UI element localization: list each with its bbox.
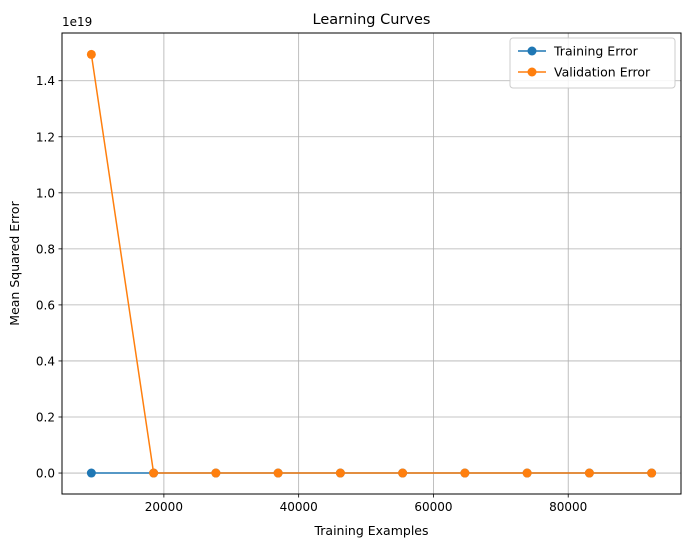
validation-error-point (460, 469, 469, 478)
y-tick-label: 0.0 (36, 467, 55, 481)
chart-title: Learning Curves (313, 12, 431, 28)
validation-error-point (149, 469, 158, 478)
y-tick-label: 0.4 (36, 354, 55, 368)
y-tick-label: 0.2 (36, 410, 55, 424)
validation-error-point (398, 469, 407, 478)
x-tick-label: 40000 (280, 500, 318, 514)
y-tick-label: 1.2 (36, 130, 55, 144)
y-tick-label: 1.0 (36, 186, 55, 200)
y-tick-label: 0.8 (36, 242, 55, 256)
y-tick-label: 1.4 (36, 74, 55, 88)
legend-validation-error-marker (528, 68, 537, 77)
validation-error-point (585, 469, 594, 478)
legend-training-error-marker (528, 47, 537, 56)
x-tick-label: 20000 (145, 500, 183, 514)
x-axis-label: Training Examples (313, 523, 428, 538)
x-tick-label: 80000 (549, 500, 587, 514)
y-axis-label: Mean Squared Error (7, 200, 22, 325)
validation-error-point (211, 469, 220, 478)
validation-error-point (523, 469, 532, 478)
validation-error-point (87, 50, 96, 59)
validation-error-point (336, 469, 345, 478)
training-error-point (87, 469, 96, 478)
validation-error-point (647, 469, 656, 478)
validation-error-point (274, 469, 283, 478)
legend: Training Error Validation Error (510, 38, 675, 88)
y-axis-scale-offset: 1e19 (62, 15, 92, 29)
x-tick-label: 60000 (414, 500, 452, 514)
legend-training-error-label: Training Error (553, 44, 639, 59)
legend-validation-error-label: Validation Error (554, 65, 651, 80)
y-tick-label: 0.6 (36, 298, 55, 312)
